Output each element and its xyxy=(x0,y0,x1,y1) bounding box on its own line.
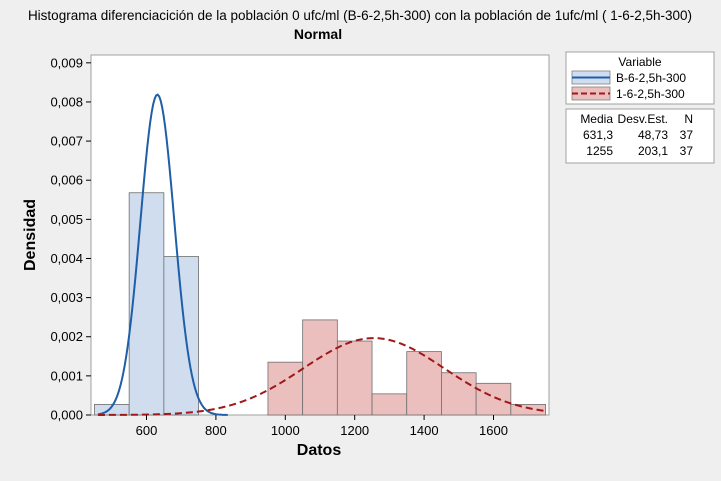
stats-header-mean: Media xyxy=(580,112,613,126)
bar-series-2-bin-2 xyxy=(302,319,338,416)
bar-series-1-bin-3 xyxy=(163,256,199,416)
bar-series-2-bin-7 xyxy=(475,382,512,416)
stats-n-series-2: 37 xyxy=(680,144,694,158)
y-tick-label: 0,003 xyxy=(50,290,83,305)
x-tick-label: 600 xyxy=(136,423,158,438)
normal-curve-series-1 xyxy=(97,93,228,416)
y-tick-label: 0,009 xyxy=(50,55,83,70)
bar-series-2-bin-3 xyxy=(336,340,373,416)
stats-stdev-series-2: 203,1 xyxy=(638,144,668,158)
y-tick-label: 0,005 xyxy=(50,212,83,227)
curves-group xyxy=(97,93,546,416)
stats-mean-series-2: 1255 xyxy=(586,144,613,158)
x-tick-label: 800 xyxy=(205,423,227,438)
bar-series-2-bin-4 xyxy=(371,393,408,416)
chart-title: Histograma diferenciacición de la poblac… xyxy=(28,8,692,23)
bars-group xyxy=(94,192,546,416)
x-axis: 600 800 1000 1200 1400 1600 xyxy=(136,415,508,438)
bar-series-2-bin-5 xyxy=(406,351,442,416)
bar-series-1-bin-2 xyxy=(128,192,165,416)
x-tick-label: 1200 xyxy=(340,423,369,438)
x-axis-label: Datos xyxy=(297,442,342,459)
x-tick-label: 1600 xyxy=(479,423,508,438)
legend-heading: Variable xyxy=(618,55,661,69)
bar-series-2-bin-8 xyxy=(510,404,546,416)
bar-series-2-bin-6 xyxy=(441,372,477,416)
y-tick-label: 0,004 xyxy=(50,251,83,266)
bar-series-2-bin-1 xyxy=(267,361,304,416)
y-tick-label: 0,001 xyxy=(50,368,83,383)
stats-header-stdev: Desv.Est. xyxy=(618,112,668,126)
stats-n-series-1: 37 xyxy=(680,128,694,142)
chart-subtitle: Normal xyxy=(294,26,342,42)
y-tick-label: 0,006 xyxy=(50,173,83,188)
legend: Variable B-6-2,5h-300 1-6-2,5h-300 Media… xyxy=(565,51,715,164)
y-tick-label: 0,007 xyxy=(50,134,83,149)
y-axis-label: Densidad xyxy=(22,199,39,271)
y-tick-label: 0,002 xyxy=(50,329,83,344)
legend-label-series-2: 1-6-2,5h-300 xyxy=(616,87,685,101)
stats-mean-series-1: 631,3 xyxy=(583,128,613,142)
stats-box xyxy=(565,108,715,164)
x-tick-label: 1400 xyxy=(410,423,439,438)
x-tick-label: 1000 xyxy=(271,423,300,438)
y-axis: 0,000 0,001 0,002 0,003 0,004 0,005 0,006 0,007… xyxy=(50,55,91,423)
stats-header-n: N xyxy=(684,112,693,126)
y-tick-label: 0,008 xyxy=(50,94,83,109)
legend-label-series-1: B-6-2,5h-300 xyxy=(616,71,686,85)
normal-curve-series-2 xyxy=(97,337,546,416)
y-tick-label: 0,000 xyxy=(50,408,83,423)
stats-stdev-series-1: 48,73 xyxy=(638,128,668,142)
